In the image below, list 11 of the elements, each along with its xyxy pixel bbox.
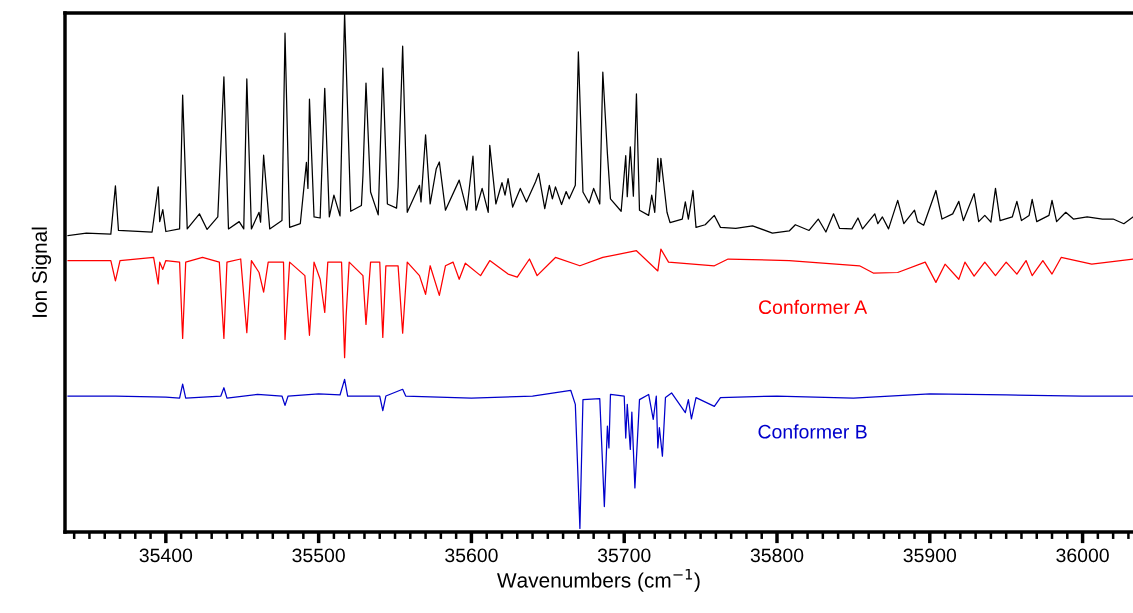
series-label: Conformer B [758, 424, 867, 439]
x-tick-label: 35400 [139, 548, 193, 563]
x-tick-label: 35800 [750, 548, 804, 563]
x-tick-label: 36000 [1056, 548, 1109, 563]
x-axis-title: Wavenumbers (cm$^{−1}$) [497, 568, 700, 592]
x-tick-label: 35500 [292, 548, 345, 563]
y-axis-title: Ion Signal [31, 227, 52, 317]
series-label: Conformer A [759, 299, 868, 315]
x-tick-label: 35600 [445, 548, 498, 563]
x-tick-label: 35700 [597, 548, 651, 563]
x-tick-label: 35900 [903, 548, 957, 563]
